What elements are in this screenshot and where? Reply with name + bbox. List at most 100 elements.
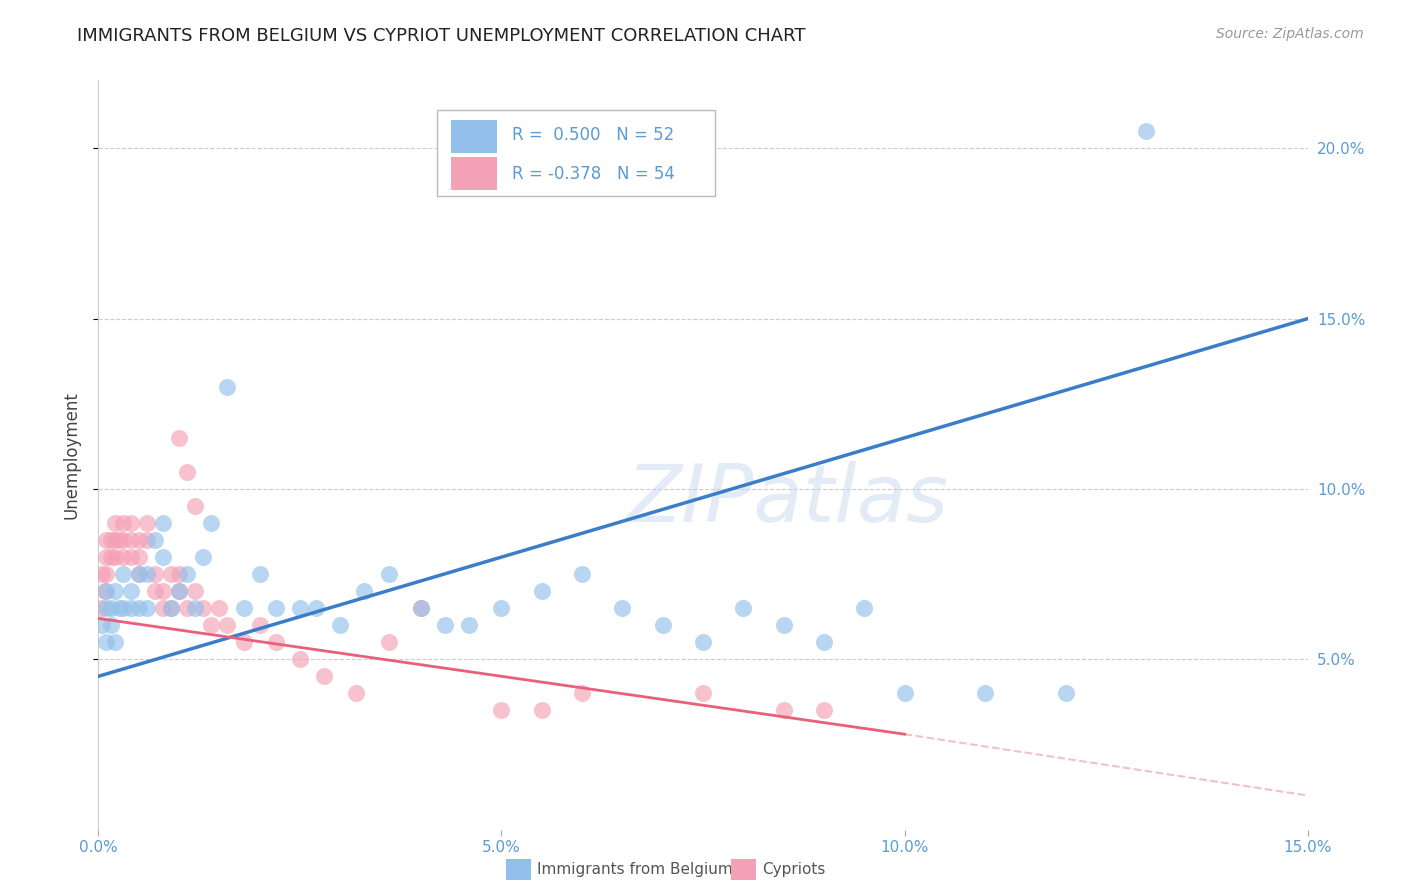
Point: [193, 601, 215, 615]
Point: [232, 601, 254, 615]
Point: [111, 601, 134, 615]
Point: [264, 635, 287, 649]
Point: [167, 584, 190, 599]
Point: [152, 584, 174, 599]
Point: [651, 618, 673, 632]
Point: [314, 669, 336, 683]
Point: [103, 533, 125, 547]
Point: [184, 499, 207, 513]
Point: [128, 601, 150, 615]
Point: [458, 618, 481, 632]
Point: [135, 601, 157, 615]
Point: [264, 601, 287, 615]
Point: [200, 618, 222, 632]
Point: [176, 465, 198, 479]
Point: [491, 703, 513, 717]
FancyBboxPatch shape: [451, 120, 498, 153]
Point: [232, 635, 254, 649]
Point: [103, 550, 125, 565]
Point: [120, 533, 142, 547]
Point: [96, 567, 118, 582]
Text: Source: ZipAtlas.com: Source: ZipAtlas.com: [1216, 27, 1364, 41]
Point: [184, 601, 207, 615]
Point: [103, 635, 125, 649]
Point: [100, 601, 122, 615]
Y-axis label: Unemployment: Unemployment: [62, 391, 80, 519]
Point: [288, 652, 311, 666]
Point: [612, 601, 634, 615]
Point: [111, 533, 134, 547]
Point: [344, 686, 367, 700]
Text: Immigrants from Belgium: Immigrants from Belgium: [537, 863, 733, 877]
Point: [94, 584, 117, 599]
Point: [152, 516, 174, 530]
Text: Cypriots: Cypriots: [762, 863, 825, 877]
Point: [111, 567, 134, 582]
Point: [772, 703, 794, 717]
Point: [530, 584, 553, 599]
Text: IMMIGRANTS FROM BELGIUM VS CYPRIOT UNEMPLOYMENT CORRELATION CHART: IMMIGRANTS FROM BELGIUM VS CYPRIOT UNEMP…: [77, 27, 806, 45]
Point: [91, 567, 114, 582]
Point: [120, 516, 142, 530]
Point: [120, 550, 142, 565]
Point: [571, 567, 593, 582]
Point: [692, 635, 714, 649]
Point: [135, 516, 157, 530]
FancyBboxPatch shape: [451, 158, 498, 190]
Point: [176, 567, 198, 582]
FancyBboxPatch shape: [437, 111, 716, 196]
Point: [143, 533, 166, 547]
Point: [111, 516, 134, 530]
Point: [100, 550, 122, 565]
Point: [91, 618, 114, 632]
Point: [167, 567, 190, 582]
Point: [193, 550, 215, 565]
Point: [135, 567, 157, 582]
Point: [160, 601, 183, 615]
Point: [853, 601, 876, 615]
Text: R = -0.378   N = 54: R = -0.378 N = 54: [512, 165, 675, 183]
Point: [96, 601, 118, 615]
Point: [434, 618, 457, 632]
Point: [107, 601, 129, 615]
Point: [353, 584, 375, 599]
Point: [152, 550, 174, 565]
Point: [160, 567, 183, 582]
Point: [409, 601, 432, 615]
Point: [96, 635, 118, 649]
Point: [217, 380, 239, 394]
Point: [160, 601, 183, 615]
Text: R =  0.500   N = 52: R = 0.500 N = 52: [512, 126, 675, 144]
Point: [128, 533, 150, 547]
Point: [305, 601, 328, 615]
Point: [571, 686, 593, 700]
Point: [200, 516, 222, 530]
Point: [249, 618, 271, 632]
Point: [733, 601, 755, 615]
Point: [90, 601, 112, 615]
Point: [288, 601, 311, 615]
Point: [530, 703, 553, 717]
Point: [103, 584, 125, 599]
Point: [111, 550, 134, 565]
Point: [143, 567, 166, 582]
Point: [143, 584, 166, 599]
Point: [120, 584, 142, 599]
Point: [152, 601, 174, 615]
Point: [409, 601, 432, 615]
Point: [100, 618, 122, 632]
Point: [974, 686, 997, 700]
Point: [128, 550, 150, 565]
Point: [1135, 124, 1157, 138]
Point: [772, 618, 794, 632]
Point: [96, 550, 118, 565]
Point: [120, 601, 142, 615]
Point: [184, 584, 207, 599]
Point: [103, 516, 125, 530]
Point: [329, 618, 352, 632]
Point: [813, 635, 835, 649]
Point: [176, 601, 198, 615]
Point: [1054, 686, 1077, 700]
Point: [135, 533, 157, 547]
Point: [377, 567, 399, 582]
